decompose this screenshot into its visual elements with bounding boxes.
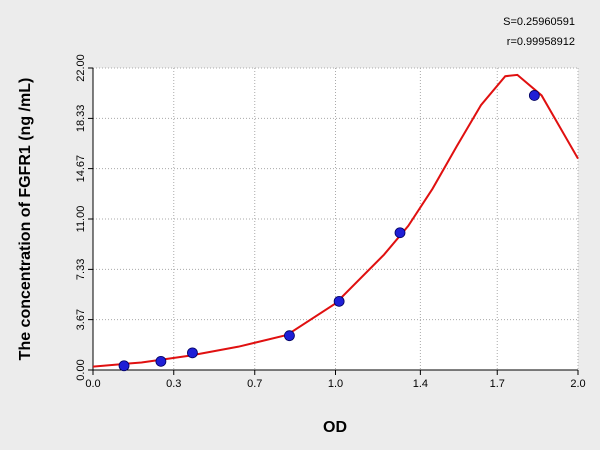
data-point bbox=[155, 355, 167, 367]
x-axis-title: OD bbox=[323, 419, 347, 436]
x-tick-label: 1.0 bbox=[328, 378, 343, 390]
data-point bbox=[528, 90, 540, 101]
y-tick-label: 7.33 bbox=[75, 259, 87, 280]
x-tick-label: 1.4 bbox=[413, 378, 428, 390]
x-tick-label: 0.3 bbox=[166, 378, 181, 390]
fit-curve bbox=[92, 73, 579, 368]
y-tick-label: 14.67 bbox=[75, 155, 87, 183]
x-tick-label: 1.7 bbox=[490, 378, 505, 390]
data-point bbox=[284, 330, 295, 342]
y-tick-label: 11.00 bbox=[75, 206, 87, 233]
x-tick-label: 2.0 bbox=[570, 378, 585, 390]
data-point bbox=[394, 227, 406, 239]
data-point bbox=[187, 347, 198, 359]
y-tick-label: 0.00 bbox=[75, 359, 87, 380]
data-point bbox=[333, 295, 345, 307]
y-tick-label: 3.67 bbox=[75, 309, 87, 330]
data-point bbox=[118, 360, 130, 372]
y-axis-title: The concentration of FGFR1 (ng /mL) bbox=[17, 78, 34, 361]
x-tick-label: 0.7 bbox=[247, 378, 262, 390]
y-tick-label: 22.00 bbox=[75, 54, 87, 82]
x-tick-label: 0.0 bbox=[85, 378, 100, 390]
y-tick-label: 18.33 bbox=[75, 105, 87, 133]
annotation: S=0.25960591 bbox=[503, 16, 575, 28]
annotation: r=0.99958912 bbox=[507, 36, 575, 48]
